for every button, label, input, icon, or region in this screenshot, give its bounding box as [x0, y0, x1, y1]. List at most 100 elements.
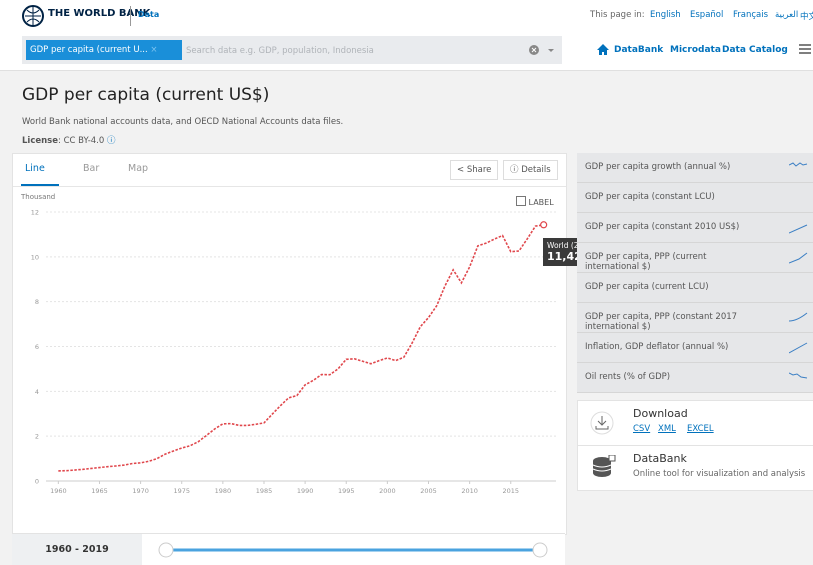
x-tick-label: 1965 — [91, 487, 108, 495]
logo[interactable]: THE WORLD BANK — [48, 8, 151, 19]
data-line — [58, 223, 544, 472]
tab-underline — [21, 184, 59, 186]
language[interactable]: 中文 — [800, 12, 813, 22]
tab[interactable]: Bar — [83, 163, 100, 174]
related-item[interactable]: GDP per capita, PPP (constant 2017 inter… — [577, 303, 813, 333]
nav-link[interactable]: DataBank — [614, 45, 664, 55]
sparkline — [789, 312, 808, 322]
highlight-point — [540, 221, 548, 229]
range-slider[interactable] — [152, 540, 552, 560]
share-text: Share — [466, 165, 492, 175]
related-text: GDP per capita, PPP (current internation… — [585, 252, 707, 272]
sparkline — [789, 224, 808, 234]
language[interactable]: English — [650, 10, 681, 20]
search-icons[interactable] — [528, 44, 558, 56]
license-value: : CC BY-4.0 — [58, 136, 105, 146]
x-tick-label: 1970 — [132, 487, 149, 495]
search-tag[interactable]: GDP per capita (current U... × — [26, 40, 182, 60]
y-tick-label: 8 — [35, 298, 39, 306]
label-toggle[interactable]: LABEL — [516, 196, 554, 207]
download-box: Download CSV XML EXCEL — [577, 400, 813, 446]
related-text: GDP per capita, PPP (constant 2017 inter… — [585, 312, 738, 332]
x-tick-label: 1960 — [50, 487, 67, 495]
license: License: CC BY-4.0 ⓘ — [22, 134, 116, 146]
x-tick-label: 1990 — [297, 487, 314, 495]
y-tick-label: 12 — [31, 209, 39, 217]
x-tick-label: 2005 — [420, 487, 437, 495]
language[interactable]: Français — [733, 10, 769, 20]
search-bar: GDP per capita (current U... × Search da… — [0, 32, 813, 71]
databank-title: DataBank — [633, 452, 687, 465]
sparkline — [789, 252, 808, 264]
license-label: License — [22, 136, 59, 146]
y-tick-label: 2 — [35, 433, 39, 441]
home-icon[interactable] — [597, 44, 609, 55]
details-text: Details — [521, 165, 551, 175]
download-title: Download — [633, 407, 688, 420]
checkbox[interactable] — [516, 196, 526, 206]
page-title: GDP per capita (current US$) — [22, 85, 270, 105]
x-tick-label: 2010 — [461, 487, 478, 495]
related-text: GDP per capita (current LCU) — [585, 282, 709, 292]
divider — [130, 6, 131, 26]
x-tick-label: 1980 — [215, 487, 232, 495]
sparkline — [789, 162, 808, 167]
y-tick-label: 4 — [35, 388, 39, 396]
nav-link[interactable]: Microdata — [670, 45, 721, 55]
label-text: LABEL — [528, 198, 554, 207]
related-item[interactable]: GDP per capita (constant LCU) — [577, 183, 813, 213]
related-item[interactable]: Inflation, GDP deflator (annual %) — [577, 333, 813, 363]
y-tick-label: 10 — [31, 253, 39, 261]
tab-rule — [13, 186, 566, 187]
format[interactable]: CSV — [633, 424, 651, 434]
language[interactable]: العربية — [775, 10, 799, 20]
related-text: GDP per capita (constant 2010 US$) — [585, 222, 740, 232]
top-bar: THE WORLD BANK Data This page in: Englis… — [0, 0, 813, 32]
chart-panel: Line Bar Map < Share ⓘ Details Thousand … — [12, 153, 567, 535]
x-tick-label: 1975 — [173, 487, 190, 495]
sparkline — [789, 372, 808, 379]
nav-link[interactable]: Data Catalog — [722, 45, 788, 55]
x-tick-label: 2015 — [502, 487, 519, 495]
related-item[interactable]: Oil rents (% of GDP) — [577, 363, 813, 393]
x-tick-label: 2000 — [379, 487, 396, 495]
related-item[interactable]: GDP per capita, PPP (current internation… — [577, 243, 813, 273]
language-prompt: This page in: — [590, 10, 645, 20]
related-text: Oil rents (% of GDP) — [585, 372, 671, 382]
tag-close[interactable]: × — [150, 45, 158, 55]
tooltip-title: World (2019) — [547, 241, 596, 250]
download-icon — [590, 411, 614, 435]
sparkline — [789, 342, 808, 354]
tab[interactable]: Map — [128, 163, 149, 174]
tab[interactable]: Line — [25, 163, 45, 174]
tag-text: GDP per capita (current U... — [30, 45, 148, 55]
details-button[interactable]: ⓘ Details — [503, 160, 558, 180]
databank-icon — [592, 455, 616, 477]
menu-icon[interactable] — [799, 44, 811, 54]
source: World Bank national accounts data, and O… — [22, 117, 344, 127]
related-text: GDP per capita growth (annual %) — [585, 162, 731, 172]
related-text: Inflation, GDP deflator (annual %) — [585, 342, 729, 352]
chart: 0 2 4 6 8 10 12 1960 1965 1970 1975 1980 1985 1990 199… — [31, 209, 556, 495]
range-label: 1960 - 2019 — [12, 534, 142, 565]
y-tick-label: 6 — [35, 343, 39, 351]
related-item[interactable]: GDP per capita growth (annual %) — [577, 153, 813, 183]
related-item[interactable]: GDP per capita (current LCU) — [577, 273, 813, 303]
share-button[interactable]: < Share — [450, 160, 499, 180]
section[interactable]: Data — [138, 10, 160, 19]
x-tick-label: 1995 — [338, 487, 355, 495]
databank-description: Online tool for visualization and analys… — [633, 469, 806, 479]
y-tick-label: 0 — [35, 478, 39, 486]
y-unit: Thousand — [21, 193, 56, 201]
format[interactable]: XML — [658, 424, 676, 434]
language[interactable]: Español — [690, 10, 724, 20]
info-icon[interactable]: ⓘ — [107, 136, 116, 146]
format[interactable]: EXCEL — [687, 424, 714, 434]
related-text: GDP per capita (constant LCU) — [585, 192, 715, 202]
databank-box[interactable]: DataBank Online tool for visualization a… — [577, 445, 813, 491]
range-bar: 1960 - 2019 — [12, 533, 565, 565]
related-item[interactable]: GDP per capita (constant 2010 US$) — [577, 213, 813, 243]
logo-icon — [22, 5, 44, 27]
search-placeholder: Search data e.g. GDP, population, Indone… — [186, 46, 374, 56]
